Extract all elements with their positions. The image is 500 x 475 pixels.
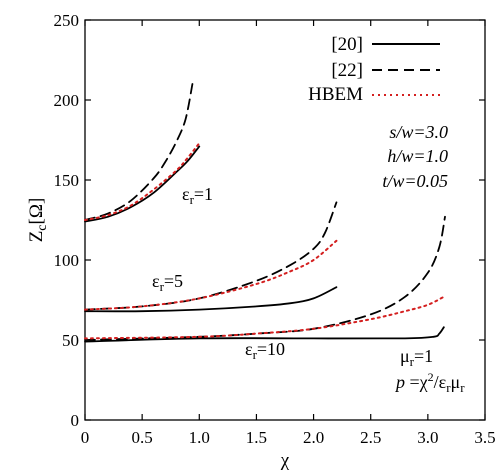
annotation-eps-r-5: εr=5: [152, 271, 183, 294]
param-t-w: t/w=0.05: [382, 171, 448, 191]
geometry-params: s/w=3.0 h/w=1.0 t/w=0.05: [382, 122, 448, 191]
y-tick-label: 200: [54, 91, 80, 110]
series-line-solid: [84, 286, 338, 313]
legend: [20] [22] HBEM: [308, 34, 440, 105]
x-tick-label: 1.5: [246, 428, 267, 447]
x-tick-label: 1.0: [189, 428, 210, 447]
y-tick-label: 50: [62, 331, 79, 350]
series-line-dotted: [84, 142, 201, 221]
legend-label-ref20: [20]: [331, 34, 363, 55]
series-layer: [84, 83, 446, 343]
x-tick-label: 3.5: [474, 428, 495, 447]
series-line-dotted: [84, 295, 445, 340]
legend-label-ref22: [22]: [331, 60, 363, 81]
legend-label-hbem: HBEM: [308, 84, 363, 105]
annotation-eps-r-1: εr=1: [182, 184, 213, 207]
param-h-w: h/w=1.0: [387, 146, 448, 166]
series-line-dashed: [84, 201, 338, 311]
x-tick-label: 0.5: [132, 428, 153, 447]
y-tick-label: 250: [54, 11, 80, 30]
x-tick-label: 3.0: [417, 428, 438, 447]
annotation-formula: p =χ2/εrμr: [394, 370, 465, 395]
y-tick-label: 100: [54, 251, 80, 270]
x-tick-label: 0: [81, 428, 90, 447]
y-axis-label: Zc[Ω]: [26, 198, 50, 243]
annotation-eps-r-10: εr=10: [245, 339, 285, 362]
x-tick-label: 2.5: [360, 428, 381, 447]
y-tick-label: 150: [54, 171, 80, 190]
series-line-dashed: [84, 83, 194, 221]
series-line-dotted: [84, 239, 338, 311]
x-tick-label: 2.0: [303, 428, 324, 447]
y-tick-label: 0: [71, 411, 80, 430]
param-s-w: s/w=3.0: [389, 122, 448, 142]
annotation-mu-r-1: μr=1: [400, 346, 433, 369]
axis-ticks: 0 0.5 1.0 1.5 2.0 2.5 3.0 3.5 0 50 100 150 200 250: [54, 11, 496, 447]
series-line-solid: [84, 145, 201, 223]
series-line-solid: [84, 326, 445, 343]
x-axis-label: χ: [280, 450, 290, 471]
